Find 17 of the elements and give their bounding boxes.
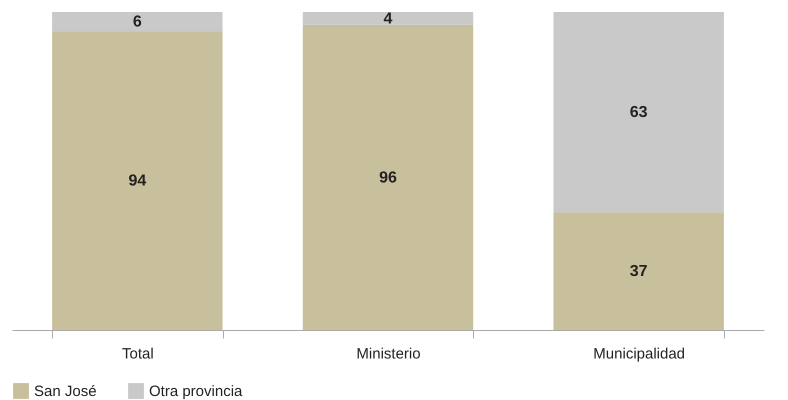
x-tick-label: Municipalidad	[593, 346, 686, 362]
data-label: 94	[128, 172, 146, 190]
data-label: 4	[384, 10, 393, 28]
bar	[553, 212, 724, 330]
bar	[52, 12, 223, 32]
data-label: 63	[630, 104, 648, 122]
legend-label: Otra provincia	[149, 383, 244, 400]
data-label: 6	[132, 14, 142, 31]
data-label: 37	[630, 263, 648, 280]
data-label: 96	[379, 169, 397, 186]
x-tick-label: Total	[122, 346, 154, 362]
legend-label: San José	[34, 383, 97, 400]
bar	[302, 12, 474, 25]
bar	[302, 24, 474, 330]
x-tick-label: Ministerio	[356, 346, 421, 362]
bar	[52, 31, 223, 330]
bar	[553, 12, 724, 212]
